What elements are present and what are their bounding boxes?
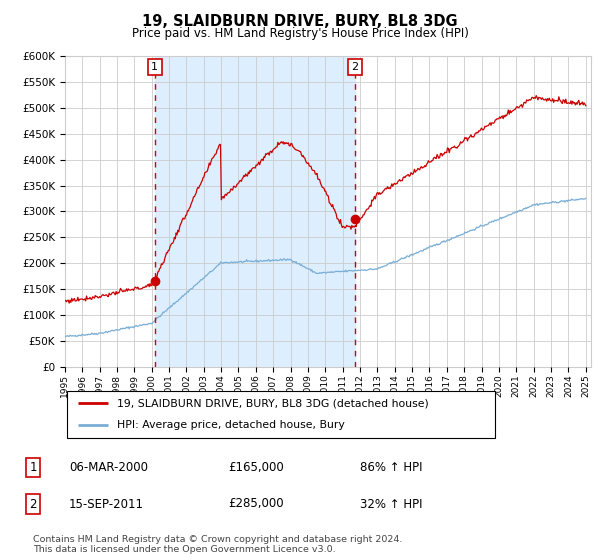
Text: £165,000: £165,000 — [228, 461, 284, 474]
FancyBboxPatch shape — [67, 391, 494, 437]
Text: 2: 2 — [29, 497, 37, 511]
Text: Contains HM Land Registry data © Crown copyright and database right 2024.
This d: Contains HM Land Registry data © Crown c… — [33, 535, 403, 554]
Text: Price paid vs. HM Land Registry's House Price Index (HPI): Price paid vs. HM Land Registry's House … — [131, 27, 469, 40]
Text: 06-MAR-2000: 06-MAR-2000 — [69, 461, 148, 474]
Text: 15-SEP-2011: 15-SEP-2011 — [69, 497, 144, 511]
Text: 32% ↑ HPI: 32% ↑ HPI — [360, 497, 422, 511]
Text: 2: 2 — [352, 62, 359, 72]
Text: 19, SLAIDBURN DRIVE, BURY, BL8 3DG (detached house): 19, SLAIDBURN DRIVE, BURY, BL8 3DG (deta… — [116, 398, 428, 408]
Text: HPI: Average price, detached house, Bury: HPI: Average price, detached house, Bury — [116, 421, 344, 431]
Text: 1: 1 — [29, 461, 37, 474]
Bar — [155, 56, 355, 367]
Text: 19, SLAIDBURN DRIVE, BURY, BL8 3DG: 19, SLAIDBURN DRIVE, BURY, BL8 3DG — [142, 14, 458, 29]
Text: £285,000: £285,000 — [228, 497, 284, 511]
Text: 1: 1 — [151, 62, 158, 72]
Text: 86% ↑ HPI: 86% ↑ HPI — [360, 461, 422, 474]
